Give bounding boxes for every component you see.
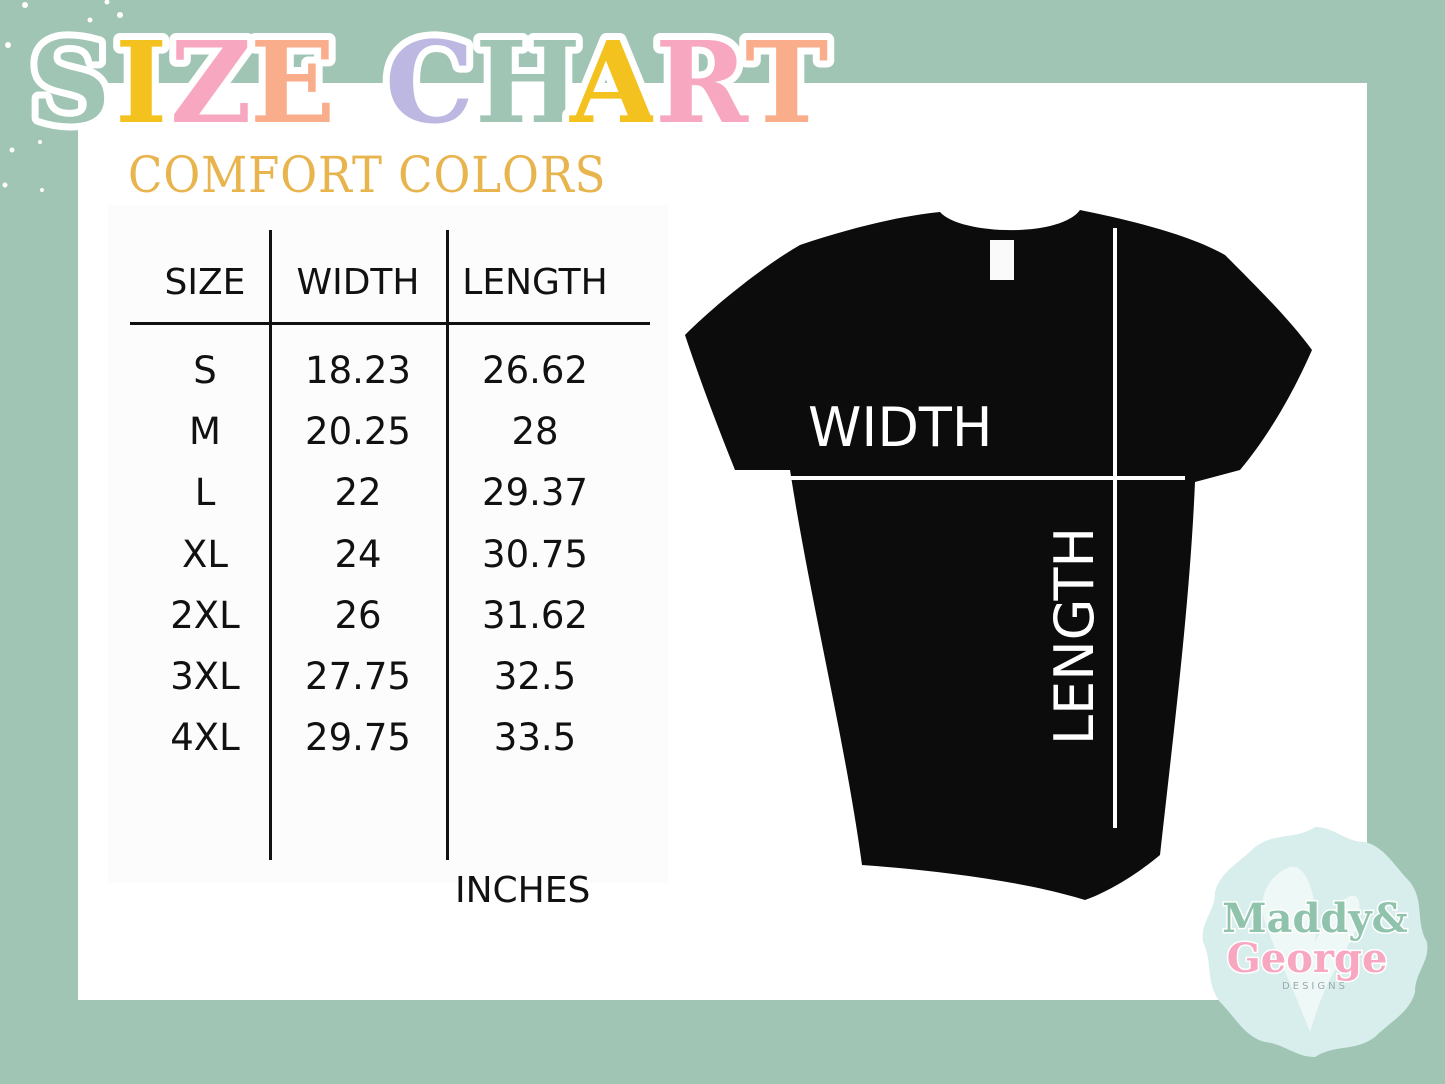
length-line <box>1113 228 1117 828</box>
table-cell: 27.75 <box>305 655 411 698</box>
width-label: WIDTH <box>808 396 993 459</box>
column-divider <box>269 230 272 860</box>
title-letter: H <box>475 18 581 140</box>
table-cell: XL <box>182 532 228 576</box>
table-cell: 28 <box>511 410 559 454</box>
table-cell: 26.62 <box>482 349 588 392</box>
title-letter: S <box>30 18 111 140</box>
sparkle-dots <box>2 140 44 192</box>
table-cell: 29.75 <box>305 716 411 760</box>
width-line <box>790 476 1185 480</box>
title-letter: Z <box>170 18 252 140</box>
title-letter: I <box>115 18 167 140</box>
tshirt-shape <box>685 210 1312 900</box>
table-cell: S <box>193 349 217 392</box>
title-letter: R <box>655 18 749 140</box>
table-cell: 2XL <box>170 593 240 637</box>
tag-icon <box>990 240 1014 280</box>
column-header: LENGTH <box>462 262 608 303</box>
table-cell: 31.62 <box>482 593 588 637</box>
logo-line2: George <box>1227 935 1388 982</box>
table-cell: 18.23 <box>305 349 411 392</box>
maddy-george-logo: Maddy& George DESIGNS <box>1202 827 1428 1057</box>
subtitle: COMFORT COLORS <box>128 146 607 204</box>
table-cell: L <box>194 471 216 515</box>
table-cell: 20.25 <box>305 410 411 454</box>
title-letter: A <box>569 18 659 140</box>
table-cell: 4XL <box>170 716 240 760</box>
column-divider <box>446 230 449 860</box>
table-cell: 33.5 <box>493 716 577 760</box>
table-cell: 29.37 <box>482 471 588 515</box>
table-cell: 32.5 <box>493 655 577 698</box>
size-table <box>108 205 668 883</box>
table-cell: 24 <box>334 532 382 576</box>
table-cell: 30.75 <box>482 532 588 576</box>
length-label: LENGTH <box>1043 527 1106 745</box>
title-letter: C <box>385 18 474 140</box>
unit-label: INCHES <box>455 870 591 911</box>
title-letter: T <box>745 18 828 140</box>
header-divider <box>130 322 650 325</box>
table-cell: 3XL <box>170 655 240 698</box>
table-cell: M <box>189 410 221 454</box>
column-header: SIZE <box>164 262 246 303</box>
logo-line3: DESIGNS <box>1282 981 1348 992</box>
title-letter: E <box>250 18 335 140</box>
table-cell: 22 <box>334 471 382 515</box>
logo-line1: Maddy& <box>1222 895 1408 942</box>
column-header: WIDTH <box>296 262 420 303</box>
table-cell: 26 <box>334 593 382 637</box>
